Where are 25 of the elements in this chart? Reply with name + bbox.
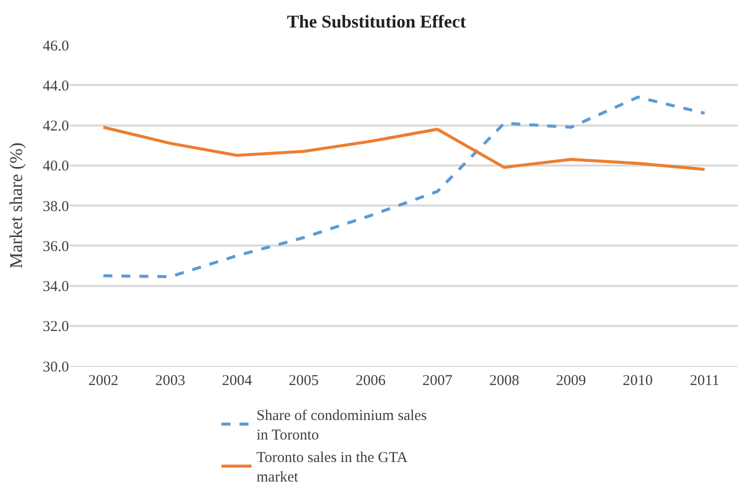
legend-label: Toronto sales in the GTA market <box>256 450 408 486</box>
x-tick-label: 2004 <box>222 373 252 389</box>
y-tick-label: 32.0 <box>42 319 69 336</box>
y-tick-label: 46.0 <box>42 38 69 54</box>
chart-title: The Substitution Effect <box>286 12 466 32</box>
x-tick-label: 2011 <box>690 373 720 389</box>
y-tick-label: 40.0 <box>42 158 69 175</box>
y-tick-label: 30.0 <box>42 359 69 376</box>
x-tick-label: 2006 <box>356 373 386 389</box>
y-tick-label: 44.0 <box>42 78 69 94</box>
legend-label: Share of condominium sales in Toronto <box>256 408 428 444</box>
x-tick-label: 2002 <box>88 373 118 389</box>
x-tick-label: 2007 <box>422 373 453 389</box>
y-tick-label: 38.0 <box>42 198 69 215</box>
line-series <box>102 126 706 171</box>
y-tick-label: 36.0 <box>42 238 69 255</box>
x-tick-label: 2008 <box>489 373 520 389</box>
y-tick-label: 42.0 <box>42 118 69 134</box>
x-tick-label: 2003 <box>155 373 186 389</box>
y-axis-title: Market share (%) <box>6 142 26 268</box>
line-series <box>102 96 706 278</box>
y-tick-label: 34.0 <box>42 279 69 295</box>
x-tick-label: 2010 <box>622 373 653 389</box>
x-tick-label: 2005 <box>288 373 319 389</box>
x-tick-label: 2009 <box>556 373 586 389</box>
